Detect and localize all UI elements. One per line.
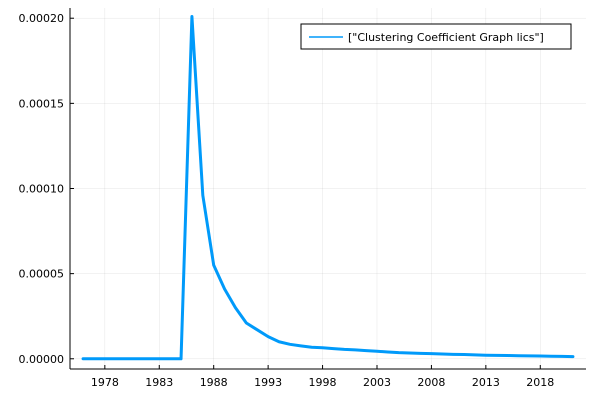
x-tick-label-3: 1993 xyxy=(254,376,282,389)
x-tick-label-2: 1988 xyxy=(200,376,228,389)
x-tick-label-7: 2013 xyxy=(472,376,500,389)
legend-box xyxy=(300,23,572,50)
x-tick-label-4: 1998 xyxy=(309,376,337,389)
y-tick-label-4: 0.00020 xyxy=(19,12,65,25)
ticks: 1978 1983 1988 1993 1998 2003 2008 2013 2018 0.00… xyxy=(19,12,555,389)
series-line-0 xyxy=(81,15,575,361)
y-tick-label-2: 0.00010 xyxy=(19,183,65,196)
grid xyxy=(70,8,586,369)
y-tick-label-1: 0.00005 xyxy=(19,268,65,281)
x-tick-label-1: 1983 xyxy=(145,376,173,389)
x-tick-label-8: 2018 xyxy=(526,376,554,389)
x-tick-label-0: 1978 xyxy=(91,376,119,389)
y-tick-label-3: 0.00015 xyxy=(19,97,65,110)
series xyxy=(81,15,575,361)
legend-label: ["Clustering Coefficient Graph lics"] xyxy=(348,31,544,44)
legend: ["Clustering Coefficient Graph lics"] xyxy=(300,23,572,50)
y-tick-label-0: 0.00000 xyxy=(19,353,65,366)
x-tick-label-6: 2008 xyxy=(417,376,445,389)
x-tick-label-5: 2003 xyxy=(363,376,391,389)
